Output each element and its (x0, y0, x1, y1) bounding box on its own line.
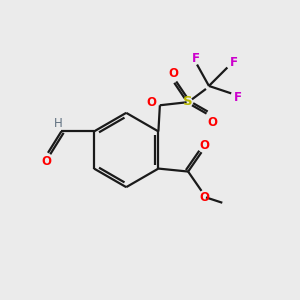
Text: F: F (192, 52, 200, 64)
Text: F: F (234, 91, 242, 104)
Text: O: O (147, 96, 157, 110)
Text: O: O (200, 191, 209, 204)
Text: O: O (168, 67, 178, 80)
Text: F: F (230, 56, 238, 69)
Text: O: O (200, 139, 209, 152)
Text: O: O (41, 154, 52, 168)
Text: H: H (54, 117, 63, 130)
Text: S: S (183, 95, 193, 108)
Text: O: O (208, 116, 218, 129)
